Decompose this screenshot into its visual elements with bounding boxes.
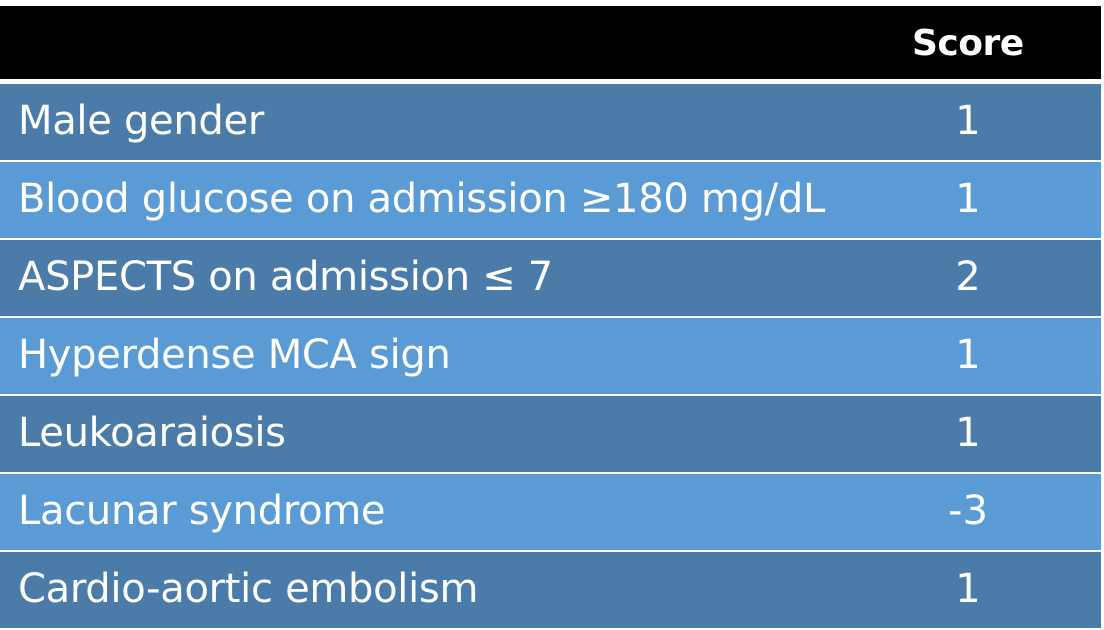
table-row: ASPECTS on admission ≤ 7 2 <box>0 240 1101 318</box>
score-value: 1 <box>955 566 981 612</box>
table-row: Lacunar syndrome -3 <box>0 474 1101 552</box>
risk-factor-label: Leukoaraiosis <box>18 410 286 456</box>
risk-factor-label: Hyperdense MCA sign <box>18 332 451 378</box>
score-value: -3 <box>948 488 988 534</box>
score-value: 2 <box>955 254 981 300</box>
table-row: Male gender 1 <box>0 84 1101 162</box>
risk-factor-label: Cardio-aortic embolism <box>18 566 479 612</box>
score-value: 1 <box>955 176 981 222</box>
score-table: Score Male gender 1 Blood glucose on adm… <box>0 6 1101 630</box>
risk-factor-label: ASPECTS on admission ≤ 7 <box>18 254 553 300</box>
table-row: Blood glucose on admission ≥180 mg/dL 1 <box>0 162 1101 240</box>
table-row: Leukoaraiosis 1 <box>0 396 1101 474</box>
table-row: Hyperdense MCA sign 1 <box>0 318 1101 396</box>
table-header-row: Score <box>0 6 1101 84</box>
score-value: 1 <box>955 410 981 456</box>
risk-factor-label: Lacunar syndrome <box>18 488 386 534</box>
score-value: 1 <box>955 98 981 144</box>
risk-factor-label: Male gender <box>18 98 264 144</box>
risk-factor-label: Blood glucose on admission ≥180 mg/dL <box>18 176 825 222</box>
score-column-header: Score <box>912 23 1024 64</box>
table-row: Cardio-aortic embolism 1 <box>0 552 1101 630</box>
score-value: 1 <box>955 332 981 378</box>
